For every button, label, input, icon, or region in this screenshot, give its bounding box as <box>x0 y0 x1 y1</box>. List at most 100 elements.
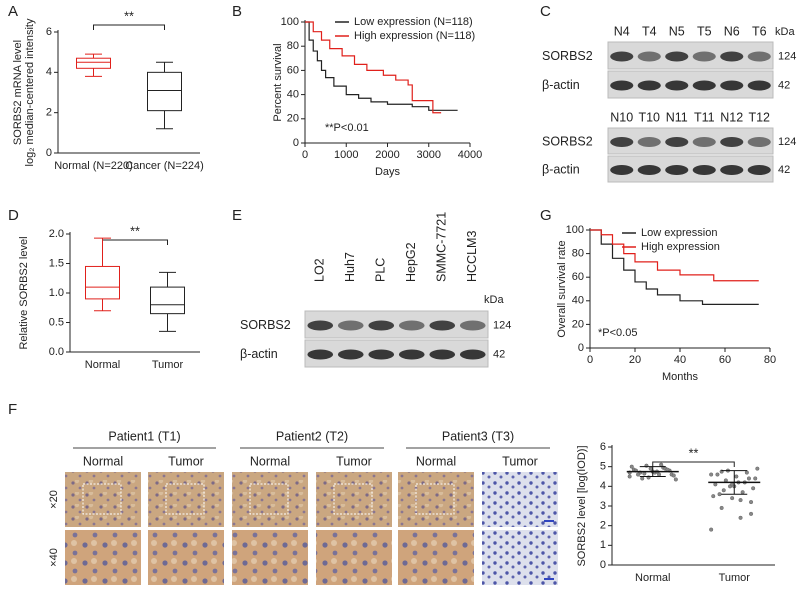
blot-band <box>610 51 634 62</box>
protein-label: β-actin <box>542 162 580 176</box>
patient-label: Patient2 (T2) <box>276 429 348 443</box>
lane-label: T5 <box>697 24 712 38</box>
lane-label: N6 <box>724 24 740 38</box>
protein-label: SORBS2 <box>542 49 593 63</box>
lane-label: T11 <box>694 110 715 124</box>
box <box>150 286 185 315</box>
protein-label: β-actin <box>542 78 580 92</box>
x-tick-label: Normal (N=220) <box>54 160 133 172</box>
blot-band <box>459 349 486 360</box>
panel-label: E <box>232 207 242 224</box>
lane-label: T6 <box>752 24 767 38</box>
box <box>147 71 182 112</box>
y-tick-label: 1.5 <box>49 257 64 269</box>
lane-label: N4 <box>614 24 630 38</box>
survival-curve <box>590 229 759 282</box>
y-tick-label: 40 <box>287 89 299 101</box>
data-point <box>711 494 716 499</box>
magnification-label: ×20 <box>48 490 60 509</box>
significance-label: ** <box>124 9 134 23</box>
blot-band <box>429 320 456 331</box>
blot-band <box>692 51 716 62</box>
panel-label: G <box>540 207 552 224</box>
blot-band <box>337 349 364 360</box>
zoom-box <box>333 483 373 515</box>
data-point <box>746 476 751 481</box>
blot-band <box>720 51 744 62</box>
magnification-label: ×40 <box>48 548 60 567</box>
y-tick-label: 0 <box>293 137 299 149</box>
lane-label: PLC <box>374 258 388 282</box>
annotation: *P<0.05 <box>598 327 637 339</box>
y-tick-label: 100 <box>566 224 584 236</box>
blot-band <box>665 165 689 175</box>
x-tick-label: Tumor <box>152 359 184 371</box>
lane-label: N10 <box>610 110 633 124</box>
x-tick-label: Normal <box>85 359 120 371</box>
lane-label: T10 <box>638 110 660 124</box>
data-point <box>755 466 760 471</box>
significance-bracket <box>652 461 735 467</box>
blot-band <box>665 80 689 91</box>
protein-label: SORBS2 <box>542 134 593 148</box>
data-point <box>717 492 722 497</box>
y-tick-label: 20 <box>287 113 299 125</box>
y-tick-label: 6 <box>600 441 606 453</box>
y-tick-label: 2.0 <box>49 228 64 240</box>
box <box>85 265 120 300</box>
kda-value: 42 <box>778 164 790 176</box>
data-point <box>738 515 743 520</box>
y-axis-title: Relative SORBS2 level <box>18 236 30 349</box>
y-tick-label: 1.0 <box>49 287 64 299</box>
x-tick-label: 20 <box>629 354 641 366</box>
x-tick-label: 2000 <box>375 149 399 161</box>
y-tick-label: 0.0 <box>49 346 64 358</box>
zoom-box <box>249 483 289 515</box>
y-tick-label: 0 <box>578 342 584 354</box>
blot-band <box>368 320 395 331</box>
blot-band <box>665 51 689 62</box>
x-tick-label: 40 <box>674 354 686 366</box>
lane-label: T4 <box>642 24 657 38</box>
blot-band <box>747 165 771 175</box>
x-tick-label: Cancer (N=224) <box>125 160 204 172</box>
data-point <box>636 472 641 477</box>
ihc-image <box>232 530 308 585</box>
blot-band <box>337 320 364 331</box>
blot-strip <box>607 41 774 70</box>
significance-label: ** <box>130 224 140 238</box>
significance-label: ** <box>689 446 699 460</box>
blot-band <box>665 137 689 147</box>
y-tick-label: 100 <box>281 16 299 28</box>
data-point <box>734 474 739 479</box>
x-tick-label: 60 <box>719 354 731 366</box>
data-point <box>749 500 754 505</box>
significance-bracket <box>93 24 165 30</box>
column-label: Tumor <box>502 454 538 468</box>
annotation: **P<0.01 <box>325 122 369 134</box>
data-point <box>751 486 756 491</box>
kda-value: 124 <box>778 50 796 62</box>
ihc-image <box>398 530 474 585</box>
y-axis-title: SORBS2 level [log(IOD)] <box>576 445 588 566</box>
blot-band <box>720 80 744 91</box>
ihc-image <box>148 530 224 585</box>
lane-label: N12 <box>720 110 743 124</box>
zoom-box <box>165 483 205 515</box>
kda-value: 124 <box>778 136 796 148</box>
kda-value: 124 <box>493 319 511 331</box>
y-tick-label: 5 <box>600 461 606 473</box>
blot-strip <box>304 339 489 368</box>
column-label: Tumor <box>168 454 204 468</box>
x-tick-label: 4000 <box>458 149 482 161</box>
blot-band <box>747 51 771 62</box>
x-tick-label: Normal <box>635 572 670 584</box>
ihc-image <box>316 530 392 585</box>
ihc-image <box>398 472 474 527</box>
panel-label: F <box>8 401 17 418</box>
kda-value: 42 <box>493 348 505 360</box>
ihc-image <box>65 530 141 585</box>
panel-label: D <box>8 207 19 224</box>
y-tick-label: 1 <box>600 539 606 551</box>
blot-band <box>747 137 771 147</box>
